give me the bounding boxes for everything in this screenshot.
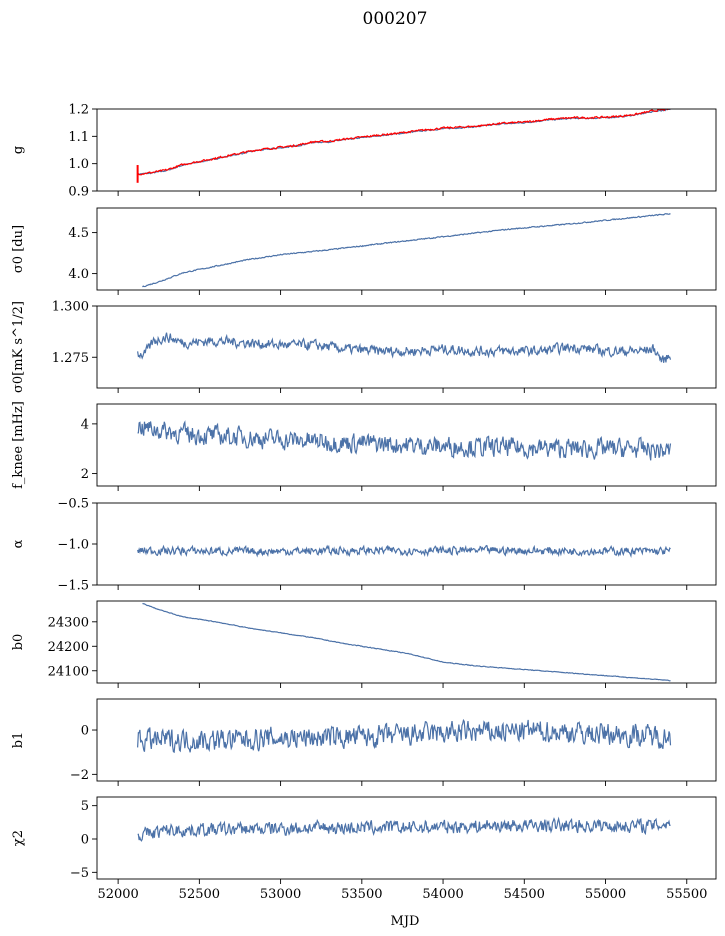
x-tick-label: 54500	[504, 887, 545, 902]
y-tick-label: 0.9	[68, 185, 89, 200]
series-line-1	[137, 816, 671, 842]
series-line-2	[137, 109, 671, 176]
y-tick-label: 1.300	[52, 300, 89, 315]
x-tick-label: 52000	[97, 887, 138, 902]
axes-frame	[96, 207, 717, 291]
series-group	[142, 212, 671, 288]
series-group	[137, 420, 672, 461]
series-group	[136, 109, 671, 183]
panels: 0.9 1.0 1.1 1.2 g 4.0 4.5 σ0 [du] 1.275 1.300 σ0[m…	[11, 103, 717, 902]
panel-4: 2 4 f_knee [mHz]	[11, 401, 717, 491]
y-axis-label: f_knee [mHz]	[11, 401, 26, 489]
y-tick-label: −5	[70, 866, 89, 881]
panel-1: 0.9 1.0 1.1 1.2 g	[11, 103, 717, 200]
series-group	[137, 544, 671, 558]
x-tick-label: 54000	[422, 887, 463, 902]
y-tick-label: 4.5	[68, 226, 89, 241]
x-tick-label: 52500	[179, 887, 220, 902]
y-tick-label: 1.275	[52, 351, 89, 366]
y-tick-label: 24300	[48, 615, 89, 630]
axes-frame	[96, 698, 717, 782]
x-tick-label: 53500	[341, 887, 382, 902]
series-group	[137, 332, 672, 363]
axes-frame	[96, 600, 717, 684]
series-line-1	[137, 109, 671, 175]
y-tick-label: −1.5	[57, 579, 89, 594]
y-tick-label: −1.0	[57, 538, 89, 553]
y-axis-label: g	[11, 146, 26, 154]
series-group	[137, 718, 672, 754]
y-axis-label: σ0 [du]	[11, 225, 26, 273]
y-tick-label: 1.0	[68, 157, 89, 172]
panel-5: −1.5 −1.0 −0.5 α	[11, 497, 717, 594]
axes-frame	[96, 796, 717, 880]
series-line-1	[137, 332, 672, 363]
series-group	[142, 602, 671, 682]
y-axis-label: b1	[11, 732, 26, 749]
y-tick-label: 2	[81, 467, 89, 482]
panel-2: 4.0 4.5 σ0 [du]	[11, 207, 717, 295]
y-tick-label: −0.5	[57, 497, 89, 512]
y-tick-label: 0	[81, 724, 89, 739]
y-tick-label: −2	[70, 768, 89, 783]
y-tick-label: 24100	[48, 664, 89, 679]
axes-frame	[96, 108, 717, 192]
y-axis-label: σ0[mK s^1/2]	[11, 301, 26, 393]
y-tick-label: 4	[81, 417, 89, 432]
y-axis-label: α	[11, 539, 26, 548]
panel-7: −2 0 b1	[11, 698, 717, 786]
x-axis-label: MJD	[391, 914, 420, 929]
y-tick-label: 0	[81, 833, 89, 848]
series-group	[137, 816, 671, 842]
y-axis-label: χ2	[11, 830, 26, 846]
x-tick-label: 55000	[585, 887, 626, 902]
series-line-1	[137, 718, 672, 754]
series-line-1	[137, 544, 671, 558]
panel-6: 24100 24200 24300 b0	[11, 600, 717, 688]
y-tick-label: 1.2	[68, 103, 89, 118]
axes-frame	[96, 305, 717, 389]
series-line-1	[137, 420, 672, 461]
y-tick-label: 1.1	[68, 130, 89, 145]
y-tick-label: 24200	[48, 640, 89, 655]
y-tick-label: 5	[81, 799, 89, 814]
x-tick-label: 53000	[260, 887, 301, 902]
series-line-1	[142, 602, 671, 682]
figure-title: 000207	[363, 9, 428, 29]
panel-3: 1.275 1.300 σ0[mK s^1/2]	[11, 300, 717, 393]
panel-8: −5 0 5 52000 52500 53000 53500 54000 54500 55000 5…	[11, 796, 717, 902]
y-axis-label: b0	[11, 634, 26, 651]
x-tick-label: 55500	[666, 887, 707, 902]
axes-frame	[96, 403, 717, 487]
series-line-1	[142, 212, 671, 288]
y-tick-label: 4.0	[68, 267, 89, 282]
axes-frame	[96, 502, 717, 586]
